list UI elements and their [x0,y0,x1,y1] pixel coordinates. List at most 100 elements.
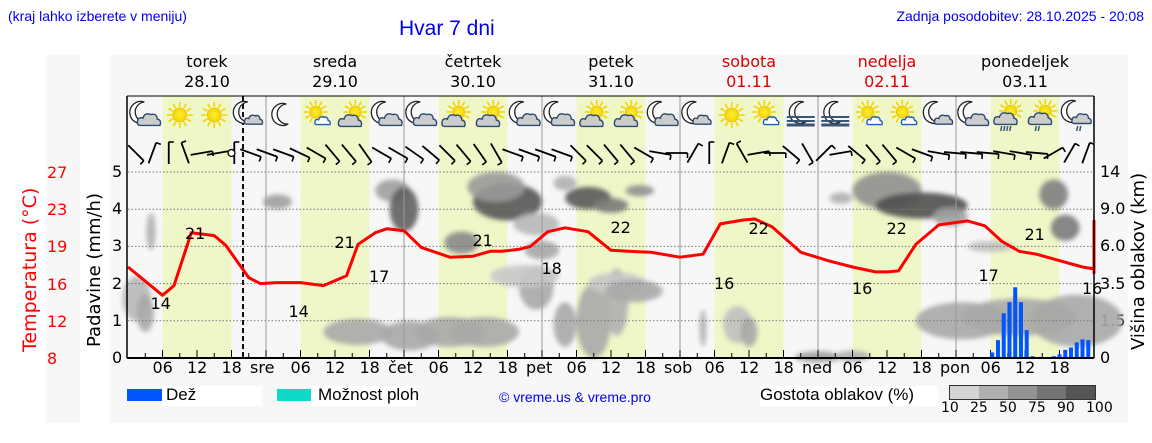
day-name: petek [588,52,634,71]
showers-legend-label: Možnost ploh [318,385,420,404]
temperature-annotation: 21 [472,231,493,250]
temp-tick: 23 [47,200,68,220]
rain-legend-swatch [127,389,173,401]
temperature-annotation: 14 [288,302,309,321]
moon-icon [271,102,289,127]
sun-cloud-small-icon [303,100,331,126]
rain-legend-label: Dež [166,385,197,404]
temperature-annotation: 22 [748,219,769,238]
x-tick: 12 [877,358,898,377]
sun-icon [166,102,193,128]
day-header-6: ponedeljek 03.11 [965,52,1085,92]
temp-tick: 16 [47,274,68,294]
sun-cloud-small-icon [752,100,780,126]
x-tick: 18 [497,358,518,377]
moon-cloud-small-icon [232,100,264,125]
page-title: Hvar 7 dni [399,17,495,40]
moon-fog-icon [821,100,850,127]
day-date: 03.11 [1002,72,1048,91]
moon-cloud-icon [129,100,162,127]
colorbar-tick: 100 [1086,400,1113,416]
precip-tick: 4 [112,199,123,219]
precip-tick: 5 [112,162,123,181]
colorbar-tick: 90 [1057,400,1075,416]
cloud-height-tick: 0 [1100,348,1111,367]
colorbar-tick: 10 [941,400,959,416]
copyright-link[interactable]: © vreme.us & vreme.pro [499,389,651,405]
colorbar-tick: 75 [1028,400,1046,416]
x-tick: 06 [290,358,311,377]
colorbar-tick: 25 [970,400,988,416]
temp-tick: 19 [47,237,68,257]
colorbar-tick: 50 [999,400,1017,416]
x-tick: 06 [704,358,725,377]
temperature-annotation: 21 [185,224,206,243]
x-tick: 06 [152,358,173,377]
day-name: torek [186,52,228,71]
cloud-height-tick: 3.5 [1100,273,1126,293]
sun-cloud-icon [613,100,644,128]
colorbar-segment [1066,386,1095,399]
temperature-annotation: 22 [886,219,907,238]
x-tick: 18 [221,358,242,377]
moon-cloud-icon [405,100,438,127]
temperature-annotation: 16 [714,274,735,293]
cloud-density-colorbar [949,385,1096,400]
day-date: 31.10 [588,72,634,91]
moon-cloud-small-icon [922,100,954,125]
cloud-height-tick: 9.0 [1100,199,1126,219]
day-header-2: četrtek 30.10 [413,52,533,92]
day-header-0: torek 28.10 [147,52,267,92]
temperature-annotation: 14 [150,294,171,313]
temperature-annotation: 17 [978,266,999,285]
day-name: sreda [312,52,358,71]
x-tick: 12 [739,358,760,377]
day-header-4: sobota 01.11 [689,52,809,92]
sun-cloud-icon [475,100,506,128]
x-tick: 12 [187,358,208,377]
cloud-height-tick: 14 [1100,162,1121,181]
day-name: četrtek [444,52,502,71]
moon-fog-icon [786,100,815,127]
temp-tick: 8 [47,349,58,368]
last-updated: Zadnja posodobitev: 28.10.2025 - 20:08 [896,8,1144,24]
precip-tick: 2 [112,273,123,293]
moon-cloud-icon [957,100,990,127]
temp-tick: 27 [47,163,68,182]
colorbar-segment [950,386,979,399]
colorbar-segment [979,386,1008,399]
x-tick: 12 [1015,358,1036,377]
x-tick: 12 [601,358,622,377]
x-tick: sre [250,358,275,377]
x-tick: 18 [635,358,656,377]
day-header-5: nedelja 02.11 [827,52,947,92]
x-tick: pon [940,358,971,377]
temperature-annotation: 18 [541,259,562,278]
cloud-height-tick: 6.0 [1100,236,1126,256]
moon-cloud-icon [370,100,403,127]
x-tick: 18 [359,358,380,377]
moon-cloud-icon [646,100,679,127]
x-tick: čet [388,358,413,377]
x-tick: 18 [911,358,932,377]
sun-rain-cloud-icon [993,99,1023,132]
day-date: 30.10 [450,72,496,91]
sun-rain-cloud-icon [1027,99,1058,132]
day-date: 28.10 [184,72,230,91]
x-tick: 18 [1049,358,1070,377]
sun-cloud-icon [337,100,368,128]
x-tick: 06 [842,358,863,377]
precip-tick: 3 [112,236,123,256]
x-tick: sob [664,358,693,377]
temperature-axis-panel [46,55,80,423]
day-date: 01.11 [726,72,772,91]
temperature-annotation: 17 [369,267,390,286]
day-header-1: sreda 29.10 [275,52,395,92]
temperature-annotation: 21 [1024,225,1045,244]
x-tick: pet [526,358,553,377]
temp-tick: 12 [47,311,68,331]
x-tick: 06 [566,358,587,377]
region-hint: (kraj lahko izberete v meniju) [8,8,187,24]
moon-cloud-icon [508,100,541,127]
